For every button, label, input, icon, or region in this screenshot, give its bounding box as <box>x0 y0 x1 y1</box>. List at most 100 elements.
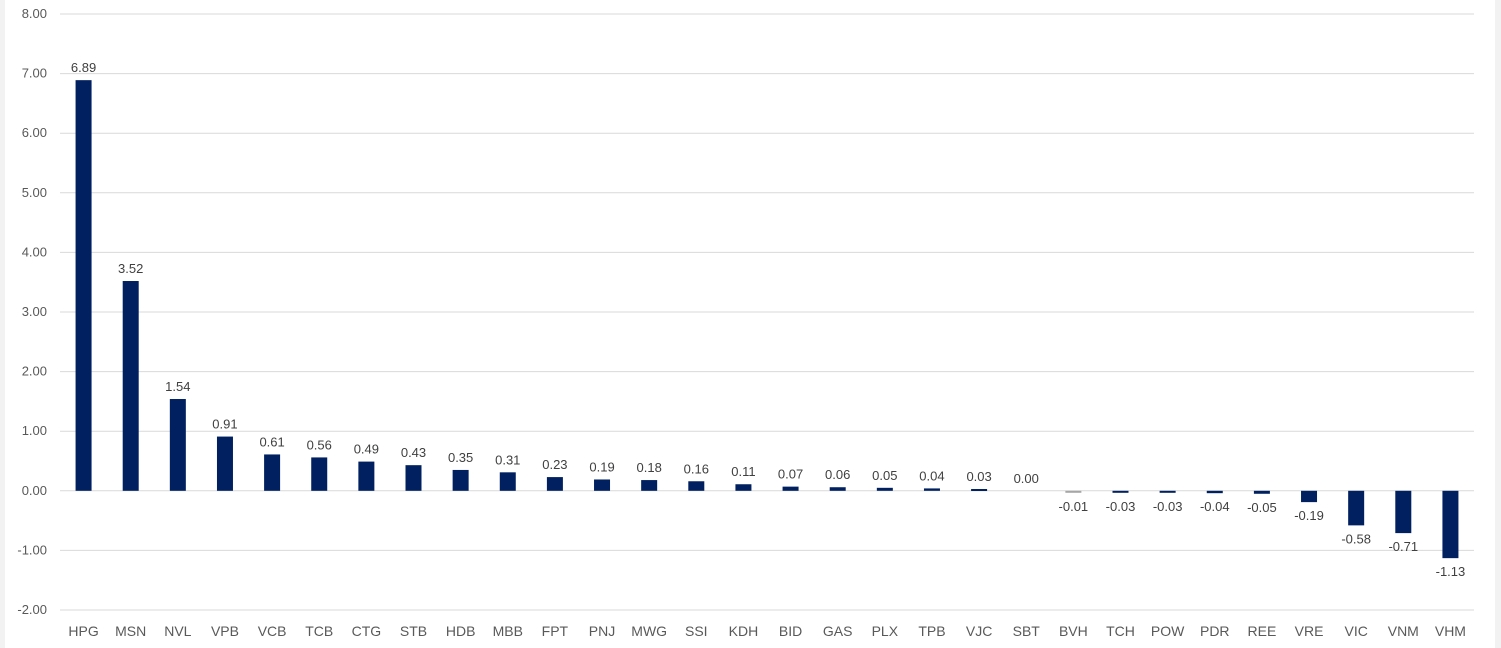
category-label: TCB <box>305 623 333 639</box>
category-label: GAS <box>823 623 853 639</box>
bar-bid <box>782 486 799 491</box>
bar-tch <box>1112 490 1129 493</box>
data-label: 0.91 <box>212 417 237 432</box>
data-label: -0.19 <box>1294 508 1324 523</box>
bar-plx <box>876 487 893 491</box>
data-label: 0.49 <box>354 442 379 457</box>
category-label: MSN <box>115 623 146 639</box>
bar-pdr <box>1206 490 1223 494</box>
category-label: STB <box>400 623 427 639</box>
data-label: 0.35 <box>448 450 473 465</box>
data-label: 0.07 <box>778 467 803 482</box>
data-label: 0.11 <box>731 464 755 479</box>
category-label: FPT <box>542 623 569 639</box>
bar-fpt <box>546 477 563 491</box>
bar-vjc <box>971 489 988 492</box>
bar-mbb <box>499 472 516 491</box>
bar-pnj <box>594 479 611 491</box>
category-label: PNJ <box>589 623 615 639</box>
category-label: VJC <box>966 623 992 639</box>
y-tick-label: 1.00 <box>22 423 47 438</box>
data-label: 3.52 <box>118 261 143 276</box>
data-label: 0.31 <box>495 452 520 467</box>
data-label: 0.61 <box>259 434 284 449</box>
data-label: 0.19 <box>589 459 614 474</box>
data-label: -0.03 <box>1153 499 1183 514</box>
data-label: -0.03 <box>1106 499 1136 514</box>
y-tick-label: -1.00 <box>17 542 47 557</box>
category-label: HDB <box>446 623 476 639</box>
category-label: NVL <box>164 623 191 639</box>
y-tick-label: 3.00 <box>22 304 47 319</box>
bar-vpb <box>216 436 233 491</box>
data-label: -0.05 <box>1247 500 1277 515</box>
category-label: POW <box>1151 623 1185 639</box>
data-label: 0.06 <box>825 467 850 482</box>
category-label: SSI <box>685 623 708 639</box>
y-tick-label: 0.00 <box>22 483 47 498</box>
data-label: 0.04 <box>919 468 944 483</box>
category-label: VRE <box>1295 623 1324 639</box>
y-tick-label: -2.00 <box>17 602 47 617</box>
category-label: VHM <box>1435 623 1466 639</box>
y-tick-label: 8.00 <box>22 6 47 21</box>
data-label: 0.05 <box>872 468 897 483</box>
y-tick-label: 7.00 <box>22 66 47 81</box>
bar-ctg <box>358 461 375 491</box>
category-label: PLX <box>872 623 899 639</box>
bar-mwg <box>641 480 658 491</box>
data-label: 0.00 <box>1014 471 1039 486</box>
chart-frame: 8.00 7.00 6.00 5.00 4.00 3.00 2.00 1.00 0.00 -1.0… <box>5 0 1495 648</box>
category-label: VPB <box>211 623 239 639</box>
bar-gas <box>829 487 846 491</box>
bar-hdb <box>452 469 469 491</box>
data-label: 0.16 <box>684 461 709 476</box>
data-label: 0.18 <box>637 460 662 475</box>
category-label: CTG <box>352 623 382 639</box>
bar-nvl <box>169 399 186 491</box>
category-label: MBB <box>493 623 523 639</box>
bar-pow <box>1159 490 1176 493</box>
bar-tcb <box>311 457 328 491</box>
y-tick-label: 6.00 <box>22 125 47 140</box>
bar-kdh <box>735 484 752 491</box>
data-label: -0.01 <box>1059 499 1089 514</box>
category-label: VCB <box>258 623 287 639</box>
bar-chart: 8.00 7.00 6.00 5.00 4.00 3.00 2.00 1.00 0.00 -1.0… <box>17 6 1474 639</box>
data-label: -0.04 <box>1200 499 1230 514</box>
category-label: TPB <box>918 623 945 639</box>
bar-hpg <box>75 80 92 491</box>
data-label: 0.23 <box>542 457 567 472</box>
bar-vnm <box>1395 490 1412 534</box>
category-label: HPG <box>68 623 98 639</box>
bar-vic <box>1348 490 1365 526</box>
bar-vcb <box>264 454 281 491</box>
bar-tpb <box>923 488 940 491</box>
data-label: 1.54 <box>165 379 190 394</box>
data-label: 6.89 <box>71 60 96 75</box>
data-label: -0.58 <box>1341 531 1371 546</box>
bar-ree <box>1253 490 1270 494</box>
category-label: BID <box>779 623 802 639</box>
bar-msn <box>122 281 139 491</box>
category-label: TCH <box>1106 623 1135 639</box>
data-label: 0.56 <box>307 437 332 452</box>
category-label: SBT <box>1013 623 1041 639</box>
bar-ssi <box>688 481 705 491</box>
category-label: PDR <box>1200 623 1230 639</box>
y-tick-label: 5.00 <box>22 185 47 200</box>
data-label: 0.03 <box>966 469 991 484</box>
category-label: VIC <box>1344 623 1367 639</box>
category-label: BVH <box>1059 623 1088 639</box>
bar-bvh <box>1065 490 1082 493</box>
bar-vre <box>1301 490 1318 503</box>
y-tick-label: 2.00 <box>22 364 47 379</box>
data-label: -0.71 <box>1388 539 1418 554</box>
data-label: 0.43 <box>401 445 426 460</box>
category-label: MWG <box>631 623 667 639</box>
category-label: KDH <box>729 623 759 639</box>
y-tick-label: 4.00 <box>22 244 47 259</box>
bar-vhm <box>1442 490 1459 559</box>
bar-stb <box>405 465 422 491</box>
data-label: -1.13 <box>1436 564 1466 579</box>
